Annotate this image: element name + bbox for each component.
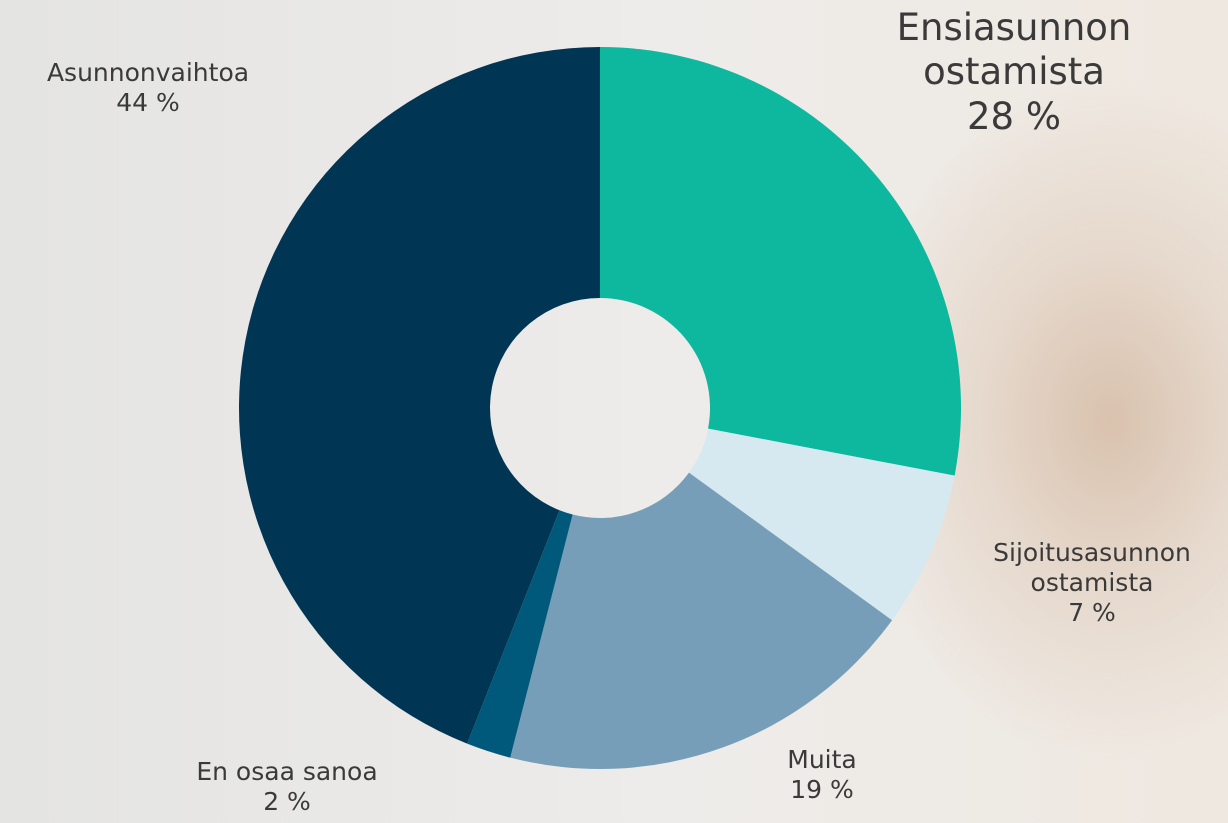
slice-label: Muita 19 % — [722, 745, 922, 805]
category-label: Ensiasunnon ostamista — [896, 6, 1132, 94]
slice-label: Sijoitusasunnon ostamista 7 % — [952, 538, 1228, 628]
donut-slice — [510, 472, 893, 769]
value-label: 7 % — [1068, 598, 1116, 627]
value-label: 19 % — [790, 775, 854, 804]
value-label: 28 % — [967, 94, 1061, 138]
slice-label: En osaa sanoa 2 % — [137, 757, 437, 817]
donut-slice — [238, 47, 600, 744]
category-label: En osaa sanoa — [196, 757, 378, 786]
category-label: Muita — [787, 745, 857, 774]
category-label: Sijoitusasunnon ostamista — [993, 538, 1191, 597]
value-label: 44 % — [116, 88, 180, 117]
category-label: Asunnonvaihtoa — [46, 58, 250, 87]
slice-label: Ensiasunnon ostamista 28 % — [879, 6, 1149, 139]
value-label: 2 % — [263, 787, 311, 816]
donut-slice — [600, 47, 962, 476]
slice-label: Asunnonvaihtoa 44 % — [8, 58, 288, 118]
donut-slice — [467, 510, 573, 758]
donut-slice — [688, 428, 955, 621]
